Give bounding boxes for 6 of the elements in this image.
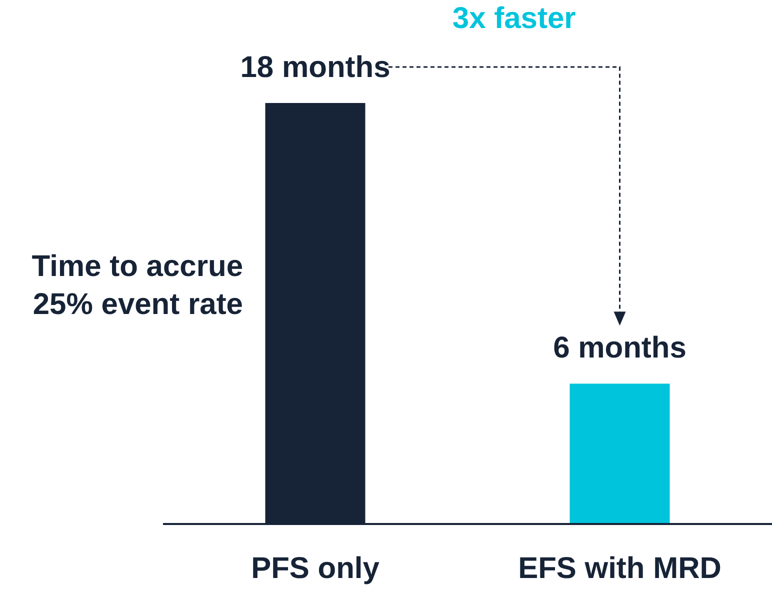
x-tick-label: PFS only [251, 552, 380, 585]
data-label: 18 months [240, 51, 390, 84]
y-axis-title: Time to accrue 25% event rate [32, 250, 243, 321]
x-tick-label: EFS with MRD [518, 552, 722, 585]
data-label: 6 months [553, 332, 686, 365]
text: 3x faster [452, 2, 576, 35]
